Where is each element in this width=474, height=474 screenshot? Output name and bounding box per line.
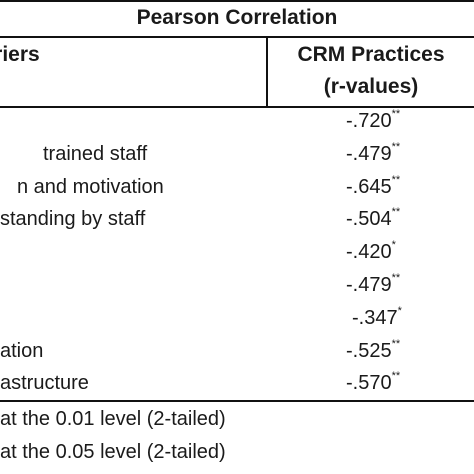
row-label: trained staff [43,143,148,165]
table-top-rule [0,0,474,2]
row-label: standing by staff [0,208,146,230]
row-value: -.420* [346,239,396,263]
row-value: -.504** [346,206,401,230]
significance-note-001: at the 0.01 level (2-tailed) [0,408,226,430]
significance-note-005: at the 0.05 level (2-tailed) [0,441,226,463]
r-values-header: (r-values) [323,75,419,98]
row-label: ation [0,340,44,362]
row-value: -.645** [346,174,401,198]
row-label: astructure [0,372,89,394]
row-value: -.720** [346,108,401,132]
row-label: n and motivation [17,176,164,198]
title-rule [0,36,474,38]
header-rule [0,106,474,108]
table-title: Pearson Correlation [136,6,338,29]
table-bottom-rule [0,400,474,402]
row-value: -.525** [346,338,401,362]
header-divider [266,36,268,108]
barriers-column-header: rriers [0,43,40,66]
crm-practices-header: CRM Practices [297,43,445,66]
row-value: -.570** [346,370,401,394]
row-value: -.479** [346,272,401,296]
row-value: -.347* [352,305,402,329]
row-value: -.479** [346,141,401,165]
